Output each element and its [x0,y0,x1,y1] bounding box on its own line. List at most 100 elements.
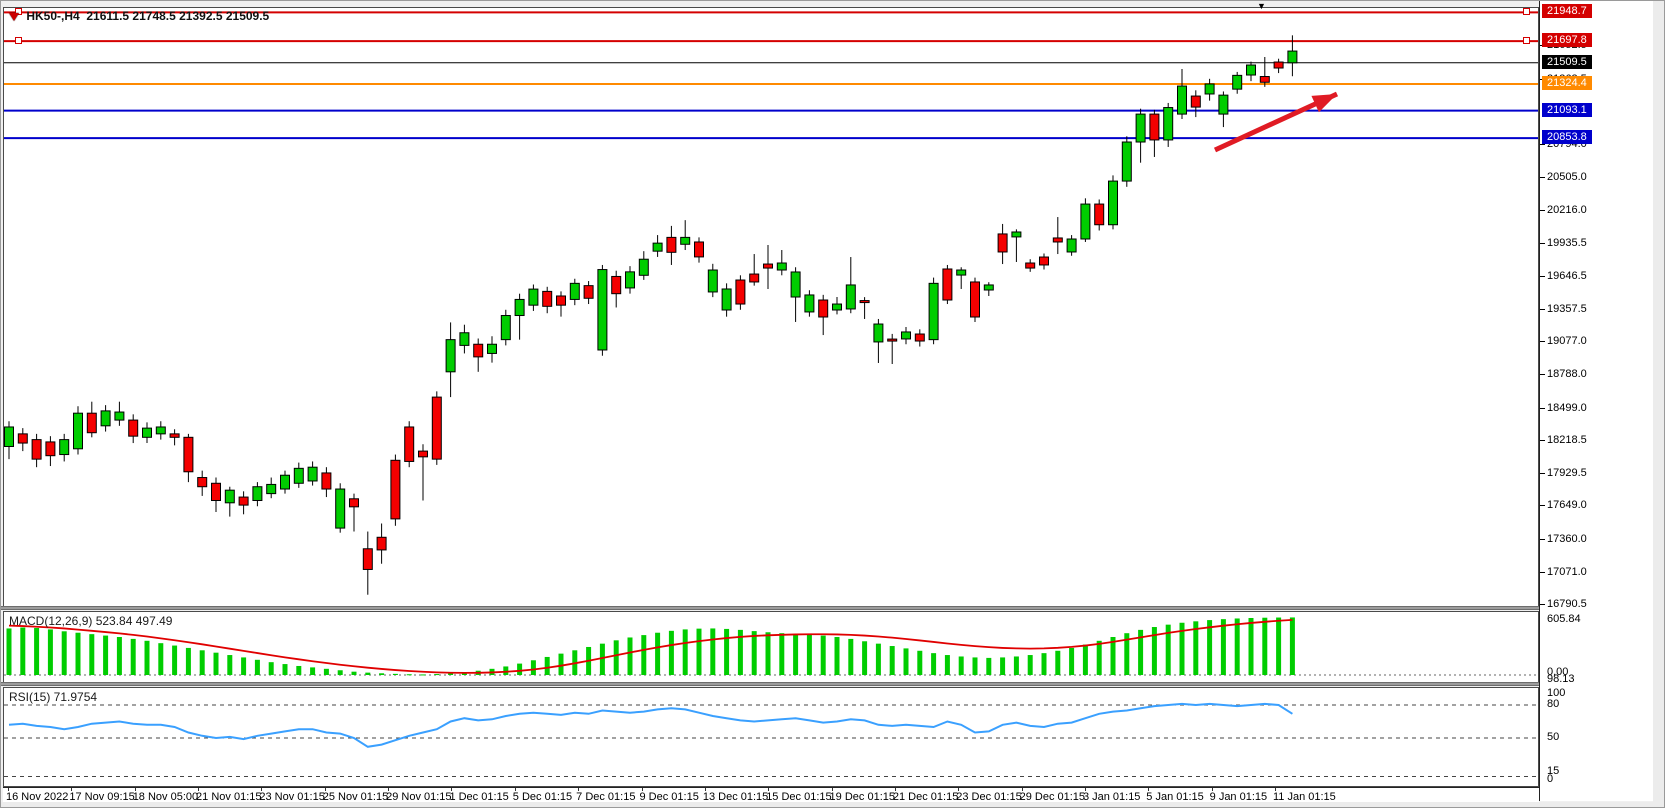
macd-histogram-bar [1096,640,1102,675]
candle-body-down [86,412,97,434]
macd-histogram-bar [696,628,702,675]
macd-histogram-bar [20,627,26,675]
macd-histogram-bar [668,630,674,675]
time-tick-mark [704,788,706,791]
price-tick-mark [1540,275,1545,277]
candle-body-up [1163,107,1174,141]
macd-histogram-bar [75,632,81,675]
candle-body-up [487,343,497,354]
macd-histogram-bar [599,643,605,675]
candle-body-up [569,282,580,300]
price-axis: 21652.521363.520794.020505.020216.019935… [1539,1,1653,801]
macd-histogram-bar [268,662,274,675]
candle-body-up [1218,94,1229,115]
line-handle[interactable] [1523,7,1530,15]
price-tick-mark [1540,407,1545,409]
candle-body-down [1149,113,1160,141]
macd-histogram-bar [1082,644,1088,675]
macd-histogram-bar [337,670,343,675]
indicator-axis-label: 98.13 [1547,673,1575,685]
price-tick-mark [1540,505,1545,507]
macd-histogram-bar [972,657,978,675]
macd-histogram-bar [1055,650,1061,675]
candle-body-up [459,332,470,346]
price-tick-label: 17929.5 [1547,467,1587,480]
time-label: 1 Dec 01:15 [449,791,509,803]
macd-histogram-bar [1220,619,1226,675]
macd-histogram-bar [765,632,771,675]
macd-histogram-bar [351,671,357,675]
time-label: 5 Jan 01:15 [1146,791,1204,803]
candle-body-up [1246,64,1256,76]
macd-histogram-bar [434,674,440,676]
candle-body-up [280,474,290,490]
candle-body-down [818,299,829,318]
candle-body-down [749,273,760,283]
candle-body-up [142,427,152,438]
candle-body-down [763,263,773,269]
candle-body-down [859,300,870,304]
candle-body-up [1066,238,1077,253]
macd-histogram-bar [282,664,288,675]
candle-body-down [418,450,428,458]
candle-body-down [1052,237,1063,243]
macd-histogram-bar [213,652,219,675]
price-tick-label: 19646.5 [1547,269,1587,282]
price-tick-mark [1540,604,1545,605]
trend-arrow-head[interactable] [1311,94,1337,113]
panel-splitter[interactable] [1,682,1664,686]
macd-histogram-bar [641,635,647,675]
macd-histogram-bar [1041,653,1047,675]
candle-body-down [404,426,415,462]
panel-splitter[interactable] [1,606,1664,610]
price-badge-20853.8: 20853.8 [1542,130,1592,145]
line-handle[interactable] [1523,36,1530,44]
time-label: 11 Jan 01:15 [1273,791,1336,803]
macd-histogram-bar [103,635,109,675]
time-label: 17 Nov 09:15 [69,791,135,803]
price-badge-21948.7: 21948.7 [1542,4,1592,19]
price-tick-label: 17071.0 [1547,565,1587,578]
time-tick-mark [1211,788,1213,791]
candle-body-up [1080,203,1091,240]
chart-shift-marker[interactable]: ▼ [1257,1,1266,11]
macd-histogram-bar [889,646,895,675]
price-tick-label: 17649.0 [1547,499,1587,512]
rsi-label: RSI(15) 71.9754 [9,690,98,704]
symbol-info-line: HK50-,H4 21611.5 21748.5 21392.5 21509.5 [9,9,269,23]
indicator-axis-label: 80 [1547,698,1560,710]
macd-histogram-bar [1262,617,1268,675]
macd-histogram-bar [820,635,826,675]
macd-histogram-bar [1289,617,1295,675]
time-tick-mark [514,788,516,791]
candle-body-down [31,439,42,460]
macd-histogram-bar [1248,618,1254,675]
macd-histogram-bar [158,643,164,675]
macd-histogram-bar [862,641,868,675]
candle-body-up [1232,74,1243,90]
macd-histogram-bar [944,655,950,675]
candle-body-down [473,343,484,358]
candle-body-up [625,271,635,289]
macd-plot [4,617,1538,676]
candle-body-up [597,269,608,351]
price-tick-mark [1540,439,1545,441]
indicator-axis-label: 50 [1547,731,1560,743]
candle-body-up [956,269,967,276]
price-tick-mark [1540,538,1545,540]
macd-histogram-bar [655,632,661,675]
macd-histogram-bar [1193,621,1199,675]
candle-body-down [431,396,442,460]
line-handle[interactable] [15,36,22,44]
price-tick-mark [1540,571,1545,573]
time-label: 7 Dec 01:15 [576,791,636,803]
candlestick-chart [4,11,1538,595]
time-tick-mark [8,788,9,791]
rsi-plot [4,702,1538,777]
candle-body-down [1273,61,1284,69]
macd-histogram-bar [1138,629,1144,675]
macd-histogram-bar [130,638,136,675]
ohlc-values: 21611.5 21748.5 21392.5 21509.5 [86,9,270,23]
symbol-icon [9,12,19,21]
time-tick-mark [641,788,643,791]
